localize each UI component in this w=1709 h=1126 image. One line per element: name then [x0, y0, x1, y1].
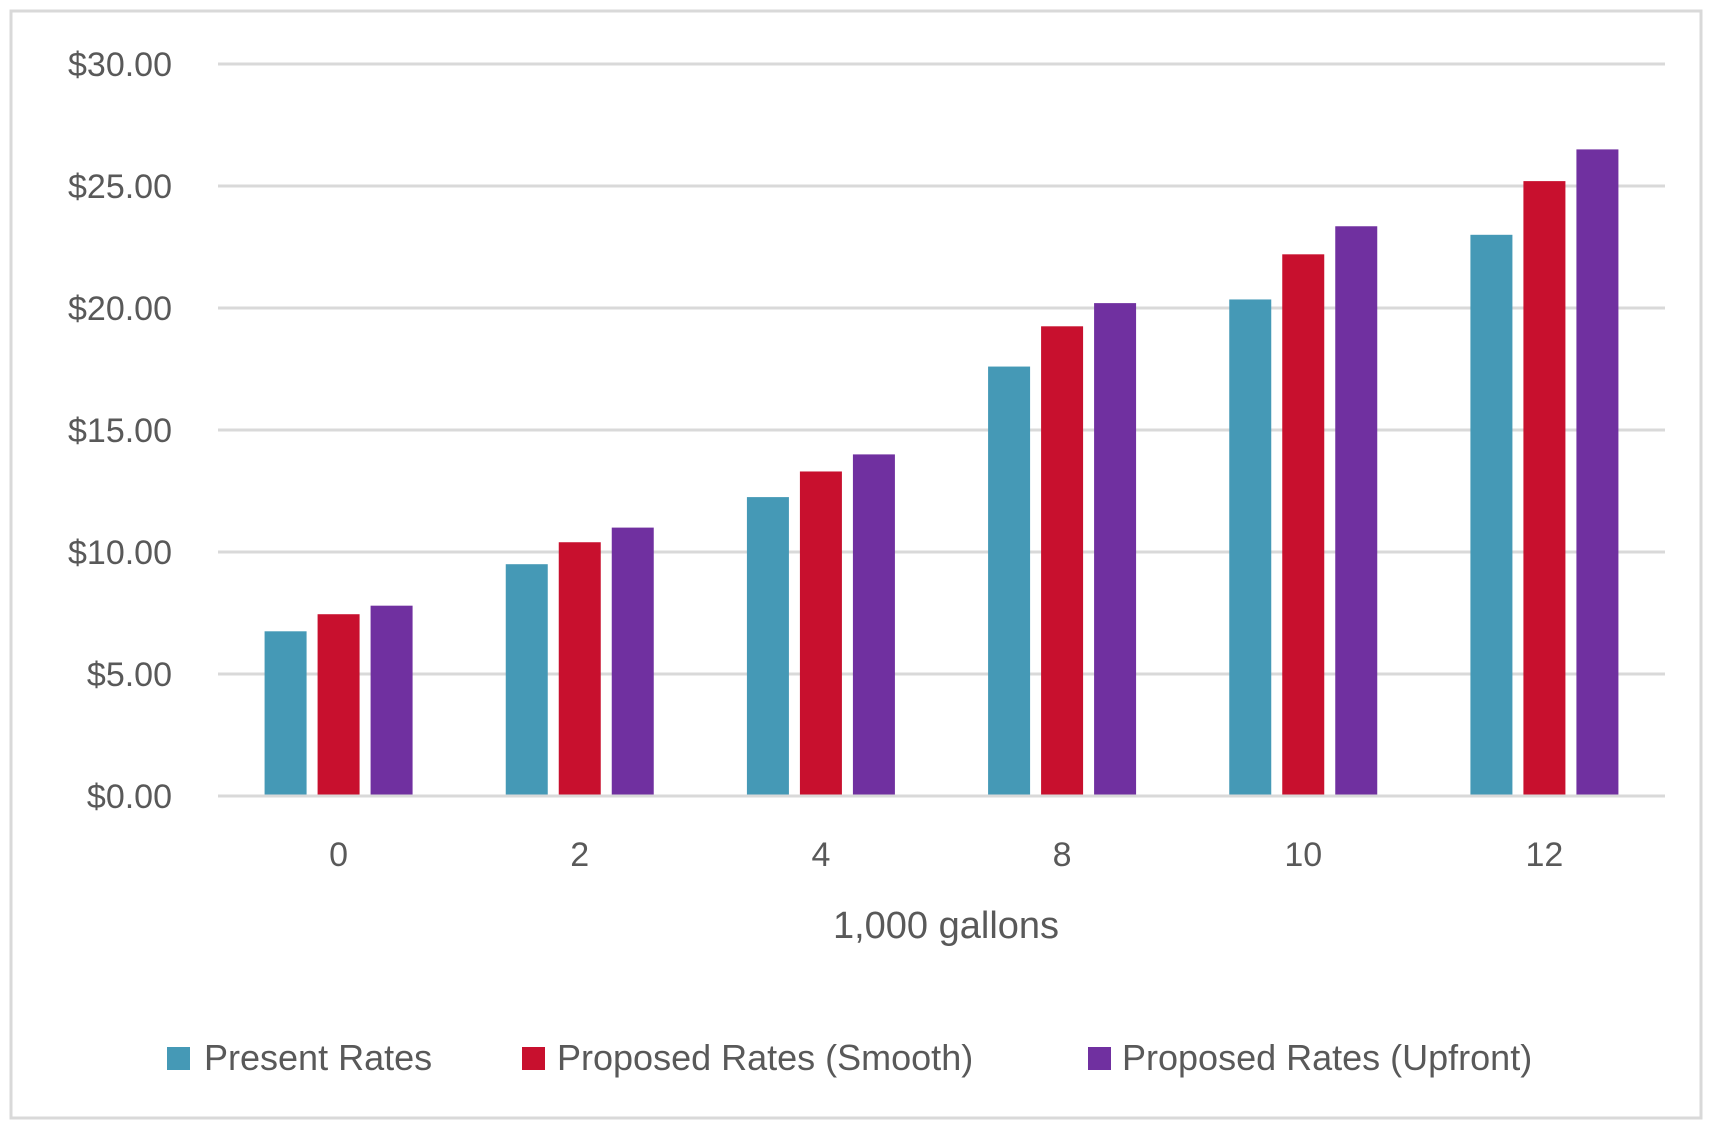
legend: Present Rates Proposed Rates (Smooth) Prop…	[167, 1037, 1532, 1078]
bar-proposed-rates-upfront-12	[1576, 149, 1619, 796]
x-tick-label: 4	[811, 836, 830, 874]
bar-proposed-rates-smooth-12	[1523, 181, 1566, 796]
bar-proposed-rates-smooth-10	[1282, 254, 1325, 796]
legend-swatch	[167, 1047, 190, 1070]
bar-proposed-rates-smooth-0	[317, 614, 360, 796]
legend-label: Proposed Rates (Smooth)	[557, 1037, 973, 1078]
bar-present-rates-0	[264, 631, 307, 796]
legend-label: Proposed Rates (Upfront)	[1122, 1037, 1532, 1078]
bar-proposed-rates-upfront-10	[1335, 226, 1378, 796]
x-tick-label: 10	[1284, 836, 1322, 874]
legend-swatch	[1088, 1047, 1111, 1070]
bar-proposed-rates-smooth-8	[1041, 326, 1084, 796]
bar-present-rates-12	[1470, 234, 1513, 797]
y-tick-label: $10.00	[68, 534, 172, 572]
bar-proposed-rates-smooth-2	[558, 542, 601, 796]
bar-present-rates-2	[505, 564, 548, 796]
bar-present-rates-10	[1229, 299, 1272, 796]
x-tick-label: 8	[1053, 836, 1072, 874]
bar-proposed-rates-upfront-8	[1094, 303, 1137, 796]
legend-swatch	[522, 1047, 545, 1070]
bar-proposed-rates-upfront-2	[611, 527, 654, 796]
bar-proposed-rates-upfront-4	[852, 454, 895, 796]
y-tick-label: $25.00	[68, 168, 172, 206]
y-tick-label: $15.00	[68, 412, 172, 450]
legend-label: Present Rates	[204, 1037, 432, 1078]
x-tick-label: 0	[329, 836, 348, 874]
bar-present-rates-8	[988, 366, 1031, 796]
x-axis-title: 1,000 gallons	[833, 905, 1059, 947]
bar-proposed-rates-upfront-0	[370, 605, 413, 796]
y-tick-label: $30.00	[68, 46, 172, 84]
y-tick-label: $0.00	[87, 778, 172, 816]
bars	[218, 149, 1665, 798]
x-tick-label: 2	[570, 836, 589, 874]
y-tick-label: $5.00	[87, 656, 172, 694]
bar-present-rates-4	[746, 497, 789, 796]
x-axis-tick-labels: 0 2 4 8 10 12	[329, 836, 1563, 874]
x-tick-label: 12	[1526, 836, 1564, 874]
y-tick-label: $20.00	[68, 290, 172, 328]
y-axis-tick-labels: $0.00 $5.00 $10.00 $15.00 $20.00 $25.00 $30.00	[68, 46, 172, 816]
bar-proposed-rates-smooth-4	[799, 471, 842, 796]
